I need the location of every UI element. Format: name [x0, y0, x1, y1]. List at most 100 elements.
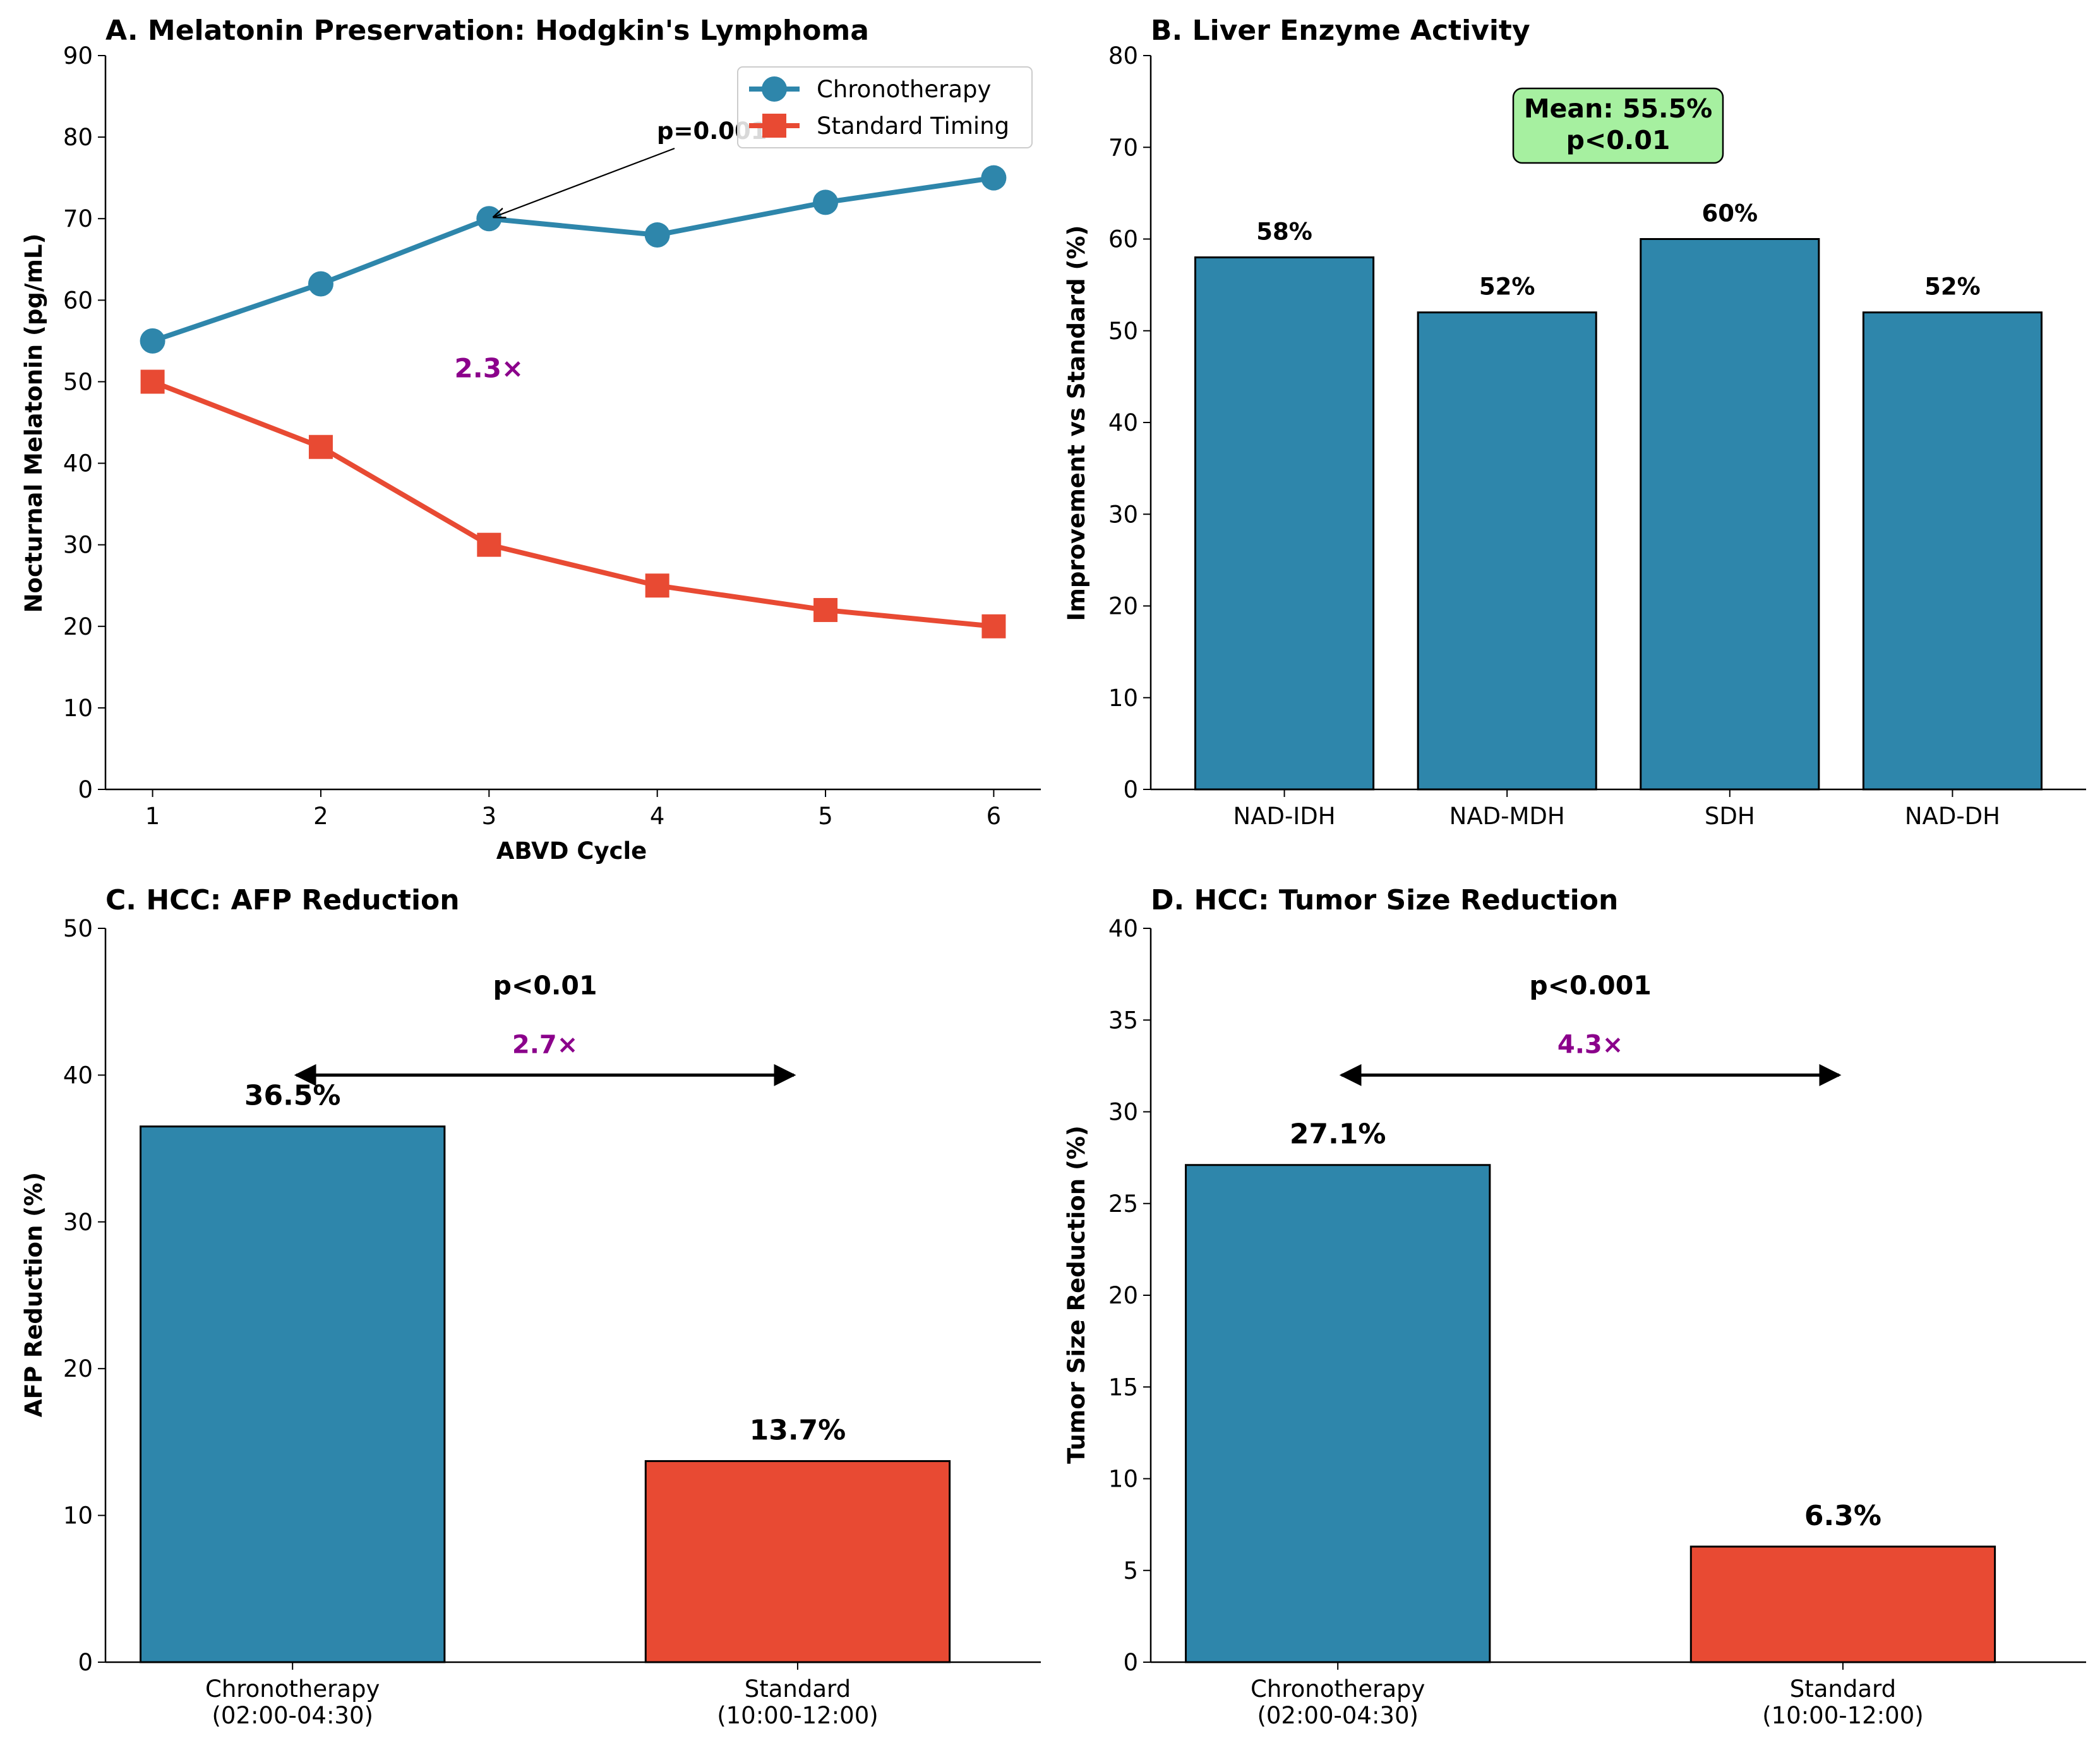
panel-b-xtick-label: NAD-DH [1905, 803, 2000, 830]
panel-d-ytick-label: 15 [1108, 1374, 1138, 1401]
panel-b-ytick-label: 50 [1108, 318, 1138, 345]
panel-d-ytick-label: 20 [1108, 1282, 1138, 1309]
panel-a-ytick-label: 30 [63, 532, 93, 559]
panel-a-xlabel: ABVD Cycle [496, 837, 647, 865]
data-point-standard-timing [813, 597, 838, 622]
panel-b-ytick-label: 80 [1108, 42, 1138, 69]
panel-a-ytick-label: 50 [63, 368, 93, 395]
legend-label-standard-timing: Standard Timing [817, 112, 1009, 140]
panel-b-ytick-label: 30 [1108, 501, 1138, 528]
panel-b-xtick-label: NAD-MDH [1449, 803, 1565, 830]
bar-value-label: 13.7% [750, 1415, 846, 1447]
panel-d-ytick-label: 25 [1108, 1190, 1138, 1218]
panel-d-title: D. HCC: Tumor Size Reduction [1151, 884, 1618, 916]
panel-a-ytick-label: 70 [63, 205, 93, 232]
panel-a-xtick-label: 4 [650, 803, 665, 830]
bar-nad-dh [1862, 311, 2043, 791]
panel-c: C. HCC: AFP Reduction AFP Reduction (%) … [20, 884, 1041, 1729]
bar-value-label: 58% [1256, 219, 1312, 246]
bar-value-label: 6.3% [1804, 1500, 1881, 1532]
panel-a-xtick-label: 5 [818, 803, 833, 830]
mean-annotation-box: Mean: 55.5%p<0.01 [1512, 87, 1724, 164]
panel-c-ylabel: AFP Reduction (%) [20, 1172, 47, 1417]
data-point-chronotherapy [813, 189, 839, 215]
data-point-chronotherapy [476, 206, 502, 232]
panel-d-xtick-label: (10:00-12:00) [1762, 1702, 1923, 1729]
panel-c-xtick-label: (02:00-04:30) [212, 1702, 373, 1729]
panel-a-xtick-label: 2 [313, 803, 328, 830]
panel-d-plot-area: 0 5 10 15 20 25 30 35 40 27.1% Chronotherapy(02:00… [1108, 915, 2086, 1729]
legend-label-chronotherapy: Chronotherapy [817, 76, 991, 103]
panel-a-xtick-label: 1 [145, 803, 160, 830]
bar-value-label: 52% [1924, 273, 1981, 301]
bar-standard [1689, 1545, 1996, 1663]
ratio-label: 2.7× [512, 1031, 578, 1060]
panel-a-ytick-label: 90 [63, 42, 93, 69]
panel-a-ytick-label: 60 [63, 287, 93, 314]
bar-value-label: 52% [1479, 273, 1535, 301]
panel-c-ytick-label: 10 [63, 1502, 93, 1530]
panel-d-ylabel: Tumor Size Reduction (%) [1063, 1125, 1090, 1464]
panel-b-ytick-label: 40 [1108, 409, 1138, 436]
panel-a-ylabel: Nocturnal Melatonin (pg/mL) [20, 234, 47, 613]
data-point-chronotherapy [981, 165, 1007, 191]
mean-box-line: p<0.01 [1566, 125, 1671, 155]
data-point-standard-timing [477, 532, 501, 557]
panel-b-ytick-label: 10 [1108, 685, 1138, 712]
panel-c-ytick-label: 0 [78, 1649, 93, 1676]
series-line-standard-timing [152, 379, 994, 629]
panel-c-plot-area: 0 10 20 30 40 50 36.5% Chronotherapy(02:00-04:3… [63, 915, 1041, 1729]
panel-a-ytick-label: 40 [63, 450, 93, 477]
data-point-standard-timing [981, 614, 1006, 638]
panel-c-ytick-label: 50 [63, 915, 93, 942]
panel-a-ytick-label: 10 [63, 695, 93, 722]
panel-b-xtick-label: SDH [1705, 803, 1755, 830]
data-point-chronotherapy [140, 328, 165, 354]
panel-c-title: C. HCC: AFP Reduction [105, 884, 460, 916]
data-point-standard-timing [645, 573, 669, 598]
panel-a-ytick-label: 0 [78, 776, 93, 803]
panel-d-xtick-label: Standard [1790, 1675, 1896, 1703]
panel-b-ylabel: Improvement vs Standard (%) [1063, 225, 1090, 621]
p-value-arrow [493, 147, 675, 217]
significance-label: p<0.001 [1529, 971, 1651, 1001]
panel-c-ytick-label: 30 [63, 1209, 93, 1236]
panel-a-ytick-label: 20 [63, 613, 93, 640]
panel-b-ytick-label: 70 [1108, 134, 1138, 161]
data-point-chronotherapy [644, 222, 670, 248]
panel-d: D. HCC: Tumor Size Reduction Tumor Size … [1063, 884, 2086, 1729]
legend-box [737, 66, 1033, 148]
panel-d-xtick-label: Chronotherapy [1251, 1675, 1425, 1703]
bar-chronotherapy [140, 1125, 446, 1663]
panel-b-ytick-label: 60 [1108, 226, 1138, 253]
panel-d-ytick-label: 40 [1108, 915, 1138, 942]
panel-b-xtick-label: NAD-IDH [1233, 803, 1336, 830]
panel-c-xtick-label: (10:00-12:00) [717, 1702, 878, 1729]
data-point-standard-timing [308, 434, 333, 459]
bar-chronotherapy [1185, 1164, 1491, 1663]
panel-d-ytick-label: 10 [1108, 1466, 1138, 1493]
bar-nad-mdh [1417, 311, 1597, 791]
bar-value-label: 36.5% [244, 1080, 341, 1112]
panel-c-xtick-label: Standard [745, 1675, 851, 1703]
panel-c-ytick-label: 20 [63, 1355, 93, 1382]
mean-box-background [1512, 87, 1724, 164]
bar-value-label: 60% [1702, 200, 1758, 227]
panel-d-ytick-label: 5 [1123, 1557, 1138, 1584]
panel-a-ytick-label: 80 [63, 124, 93, 151]
panel-a-xtick-label: 3 [482, 803, 497, 830]
bar-nad-idh [1194, 256, 1375, 791]
ratio-annotation: 2.3× [455, 353, 524, 384]
panel-b-plot-area: 0 10 20 30 40 50 60 70 80 58% NAD-IDH 52% NAD-MDH 60%… [1108, 42, 2086, 830]
panel-b-ytick-label: 0 [1123, 776, 1138, 803]
ratio-label: 4.3× [1557, 1031, 1623, 1060]
panel-a: A. Melatonin Preservation: Hodgkin's Lym… [20, 15, 1041, 865]
bar-sdh [1640, 238, 1820, 791]
significance-label: p<0.01 [493, 971, 597, 1001]
data-point-chronotherapy [308, 271, 333, 297]
panel-b: B. Liver Enzyme Activity Improvement vs … [1063, 15, 2086, 830]
panel-b-ytick-label: 20 [1108, 593, 1138, 620]
series-line-chronotherapy [152, 175, 994, 344]
panel-c-xtick-label: Chronotherapy [205, 1675, 380, 1703]
